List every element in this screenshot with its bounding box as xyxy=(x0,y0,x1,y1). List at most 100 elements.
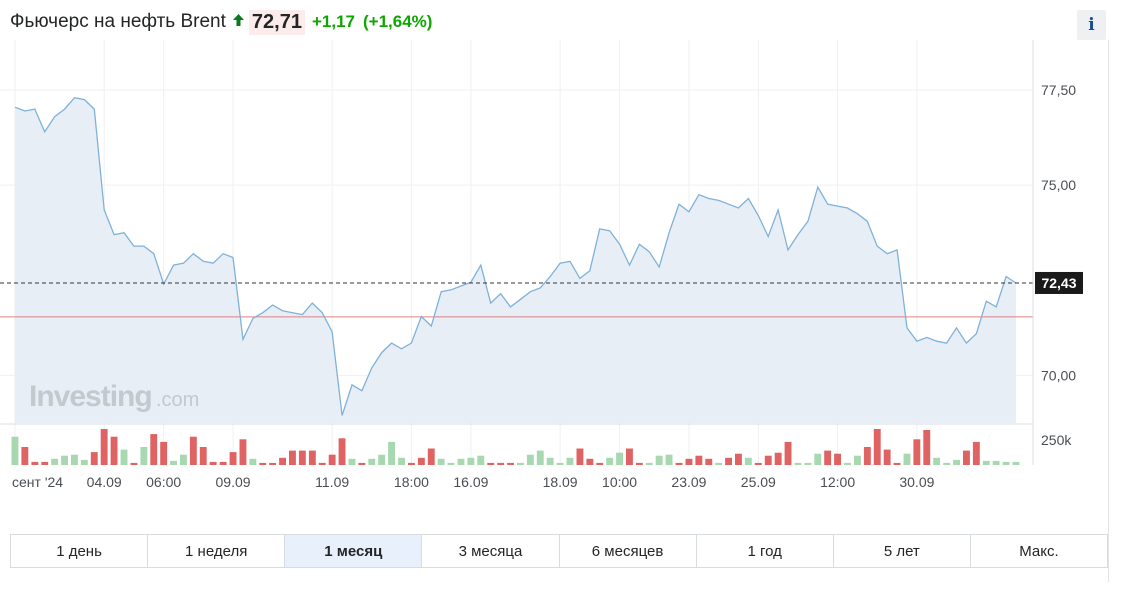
volume-bar xyxy=(279,457,286,465)
volume-bar xyxy=(229,452,237,465)
range-button[interactable]: 6 месяцев xyxy=(559,535,697,567)
chart-frame-border xyxy=(1108,40,1109,582)
volume-bar xyxy=(507,462,514,465)
x-tick-label: 10:00 xyxy=(602,474,637,490)
y-tick-label: 75,00 xyxy=(1041,177,1076,193)
x-tick-label: 16.09 xyxy=(453,474,488,490)
volume-bar xyxy=(873,429,881,465)
volume-bar xyxy=(368,458,376,465)
volume-bar xyxy=(338,438,346,465)
range-button[interactable]: 3 месяца xyxy=(422,535,560,567)
price-change-percent: (+1,64%) xyxy=(362,12,433,31)
volume-bar xyxy=(398,457,405,465)
volume-bar xyxy=(735,453,742,465)
volume-bar xyxy=(953,459,960,465)
watermark-logo: Investing xyxy=(29,380,152,413)
volume-bar xyxy=(80,459,88,465)
volume-bar xyxy=(100,429,108,465)
x-tick-label: 18:00 xyxy=(394,474,429,490)
volume-bar xyxy=(685,458,693,465)
volume-bar xyxy=(150,434,158,465)
range-button[interactable]: 5 лет xyxy=(833,535,971,567)
volume-bar xyxy=(784,441,792,465)
volume-bar xyxy=(427,448,435,465)
volume-bar xyxy=(140,447,148,465)
volume-bar xyxy=(963,450,970,465)
volume-bar xyxy=(893,462,901,465)
volume-bar xyxy=(90,452,98,465)
volume-bar xyxy=(744,457,752,465)
volume-bar xyxy=(635,462,643,465)
volume-bar xyxy=(725,457,732,465)
volume-bar xyxy=(477,455,485,465)
volume-bar xyxy=(675,462,683,465)
volume-bar xyxy=(180,454,187,465)
range-button[interactable]: 1 неделя xyxy=(148,535,286,567)
volume-bar xyxy=(655,455,663,465)
volume-bar xyxy=(170,460,177,465)
range-button[interactable]: 1 год xyxy=(696,535,834,567)
range-button[interactable]: 1 месяц xyxy=(285,535,423,567)
x-tick-label: 04.09 xyxy=(87,474,122,490)
last-price-label-bg xyxy=(1035,271,1083,294)
volume-bar xyxy=(616,452,623,465)
volume-bar xyxy=(378,454,386,465)
volume-bar xyxy=(447,462,455,465)
last-price: 72,71 xyxy=(248,9,305,35)
volume-bar xyxy=(596,462,604,465)
price-chart[interactable]: Investing .com 77,50 75,00 72,43 70,00 250k сен… xyxy=(0,40,1108,500)
volume-bar xyxy=(844,462,851,465)
volume-bar xyxy=(943,462,951,465)
volume-bar xyxy=(665,454,673,465)
volume-bar xyxy=(705,458,713,465)
volume-bar xyxy=(586,458,594,465)
volume-bar xyxy=(318,462,326,465)
volume-bar xyxy=(834,453,841,465)
volume-bar xyxy=(110,436,118,465)
volume-bar xyxy=(308,450,316,465)
range-button[interactable]: 1 день xyxy=(11,535,149,567)
range-button[interactable]: Макс. xyxy=(970,535,1107,567)
volume-bar xyxy=(982,460,990,465)
x-tick-label: 30.09 xyxy=(899,474,934,490)
volume-bar xyxy=(130,462,138,465)
volume-bar xyxy=(259,462,267,465)
volume-bar xyxy=(1002,461,1010,465)
volume-bar xyxy=(566,457,574,465)
volume-bar xyxy=(328,454,336,465)
up-arrow-icon xyxy=(232,13,244,31)
x-tick-label: 25.09 xyxy=(741,474,776,490)
x-tick-label: 23.09 xyxy=(671,474,706,490)
x-tick-label: сент '24 xyxy=(12,474,63,490)
info-icon: i xyxy=(1088,15,1095,35)
volume-bar xyxy=(437,458,445,465)
volume-bar xyxy=(11,436,19,465)
info-button[interactable]: i xyxy=(1077,10,1106,40)
volume-bar xyxy=(269,462,277,465)
volume-bar xyxy=(1012,461,1020,465)
volume-bar xyxy=(715,462,723,465)
volume-bar xyxy=(21,447,29,465)
volume-bar xyxy=(51,458,59,465)
volume-bar xyxy=(41,461,49,465)
volume-bar xyxy=(487,462,495,465)
volume-bar xyxy=(348,458,356,465)
volume-tick-label: 250k xyxy=(1041,432,1072,448)
volume-bar xyxy=(695,455,703,465)
price-line xyxy=(14,96,1017,416)
range-selector: 1 день 1 неделя 1 месяц 3 месяца 6 месяцев 1 … xyxy=(10,534,1108,568)
volume-bar xyxy=(913,439,921,465)
volume-bar xyxy=(61,455,68,465)
volume-bar xyxy=(497,462,505,465)
volume-bar xyxy=(923,430,931,465)
volume-bar xyxy=(219,461,227,465)
volume-bar xyxy=(388,441,395,465)
volume-bar xyxy=(794,462,802,465)
x-tick-label: 09.09 xyxy=(216,474,251,490)
volume-bar xyxy=(209,461,217,465)
volume-bar xyxy=(239,439,247,465)
volume-bar xyxy=(467,457,475,465)
volume-bar xyxy=(120,449,128,465)
volume-bar xyxy=(199,447,207,465)
volume-bar xyxy=(576,448,584,465)
